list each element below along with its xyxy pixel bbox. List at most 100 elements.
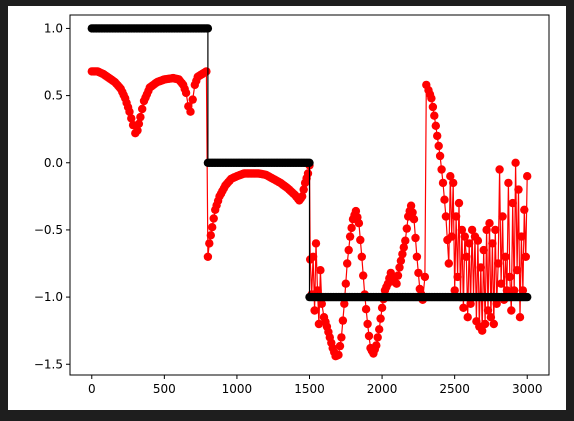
series-0-point bbox=[363, 319, 372, 329]
series-0-point bbox=[451, 212, 461, 221]
series-0-point bbox=[433, 131, 442, 141]
series-0-point bbox=[486, 313, 496, 322]
series-0-point bbox=[507, 306, 516, 315]
x-tick-label: 1000 bbox=[222, 382, 253, 396]
series-0-point bbox=[450, 286, 459, 295]
series-0-point bbox=[340, 299, 349, 308]
series-0-point bbox=[463, 313, 472, 322]
y-tick-label: −0.5 bbox=[34, 223, 63, 237]
series-0-point bbox=[523, 172, 532, 181]
series-0-point bbox=[460, 232, 469, 241]
series-0-point bbox=[209, 214, 218, 223]
series-1-point bbox=[523, 292, 532, 302]
series-0-point bbox=[453, 272, 462, 282]
x-tick-label: 2500 bbox=[439, 382, 470, 396]
series-0-point bbox=[505, 272, 514, 282]
series-0-point bbox=[359, 271, 368, 280]
series-0-point bbox=[414, 268, 423, 278]
y-tick-label: −1.0 bbox=[34, 290, 63, 304]
series-0-point bbox=[431, 121, 440, 130]
series-0-point bbox=[504, 178, 513, 188]
series-0-point bbox=[514, 185, 523, 194]
series-0-point bbox=[489, 319, 498, 329]
x-tick-label: 0 bbox=[88, 382, 96, 396]
series-0-point bbox=[465, 239, 474, 248]
series-0-point bbox=[354, 219, 364, 228]
series-0-point bbox=[492, 299, 501, 308]
series-0-point bbox=[188, 95, 197, 104]
series-0-point bbox=[438, 178, 448, 188]
series-0-point bbox=[298, 192, 307, 201]
series-0-point bbox=[498, 212, 507, 221]
chart: 0 500 1000 1500 2000 2500 3000 −1.5 −1.0 −0.5 0.0 0… bbox=[34, 14, 550, 396]
x-tick-label: 1500 bbox=[294, 382, 325, 396]
series-0-point bbox=[313, 286, 322, 295]
series-0-point bbox=[459, 303, 468, 312]
series-0-point bbox=[303, 169, 313, 178]
series-0-point bbox=[375, 325, 384, 334]
plot-area bbox=[87, 24, 532, 361]
series-0-point bbox=[518, 286, 528, 295]
series-0-point bbox=[127, 114, 136, 123]
series-0-point bbox=[408, 208, 417, 217]
series-0-point bbox=[447, 232, 456, 241]
series-0-point bbox=[496, 279, 506, 288]
series-0-point bbox=[473, 236, 483, 245]
series-0-point bbox=[515, 313, 525, 322]
x-tick-label: 2000 bbox=[367, 382, 398, 396]
series-0-point bbox=[316, 266, 325, 275]
y-tick-label: 1.0 bbox=[44, 21, 63, 35]
series-0-point bbox=[412, 252, 422, 261]
series-0-point bbox=[364, 331, 374, 341]
series-0-point bbox=[508, 198, 517, 208]
series-0-point bbox=[402, 224, 411, 233]
series-0-point bbox=[344, 245, 353, 255]
series-0-point bbox=[343, 259, 352, 268]
series-0-point bbox=[138, 104, 147, 114]
series-0-point bbox=[435, 151, 445, 161]
series-0-point bbox=[337, 333, 346, 342]
series-0-point bbox=[203, 252, 213, 261]
series-0-point bbox=[134, 119, 144, 128]
series-0-point bbox=[483, 306, 493, 315]
series-0-point bbox=[396, 256, 406, 265]
series-1 bbox=[87, 24, 532, 302]
series-0-point bbox=[446, 172, 455, 181]
series-0-point bbox=[466, 299, 475, 308]
series-0-point bbox=[395, 263, 404, 272]
series-0-point bbox=[308, 252, 318, 261]
x-tick-label: 3000 bbox=[512, 382, 543, 396]
series-0-point bbox=[133, 126, 142, 135]
y-tick-label: −1.5 bbox=[34, 357, 63, 371]
series-0-point bbox=[428, 102, 438, 112]
series-0-point bbox=[457, 225, 467, 235]
series-0-point bbox=[345, 232, 355, 241]
series-0-point bbox=[202, 67, 211, 76]
series-0-point bbox=[495, 165, 504, 174]
series-0-point bbox=[338, 316, 348, 325]
series-0-point bbox=[311, 239, 321, 248]
series-0-point bbox=[511, 158, 520, 167]
series-0-point bbox=[491, 225, 500, 235]
series-0-point bbox=[208, 223, 217, 232]
series-0-point bbox=[392, 279, 401, 288]
series-0 bbox=[87, 67, 532, 361]
series-0-point bbox=[434, 141, 443, 151]
series-0-point bbox=[399, 243, 408, 252]
series-0-point bbox=[372, 341, 381, 350]
series-0-point bbox=[494, 259, 503, 268]
series-0-point bbox=[420, 272, 430, 282]
series-0-point bbox=[437, 165, 446, 174]
series-0-point bbox=[512, 266, 522, 275]
series-0-point bbox=[462, 252, 471, 261]
series-0-point bbox=[444, 259, 453, 268]
series-0-point bbox=[479, 245, 488, 255]
series-0-point bbox=[373, 333, 382, 342]
y-tick-label: 0.0 bbox=[44, 156, 63, 170]
series-0-point bbox=[454, 198, 464, 208]
series-0-point bbox=[181, 88, 191, 98]
series-0-point bbox=[376, 314, 385, 323]
series-1-point bbox=[203, 24, 213, 33]
series-0-point bbox=[440, 195, 449, 204]
series-0-point bbox=[136, 112, 145, 122]
